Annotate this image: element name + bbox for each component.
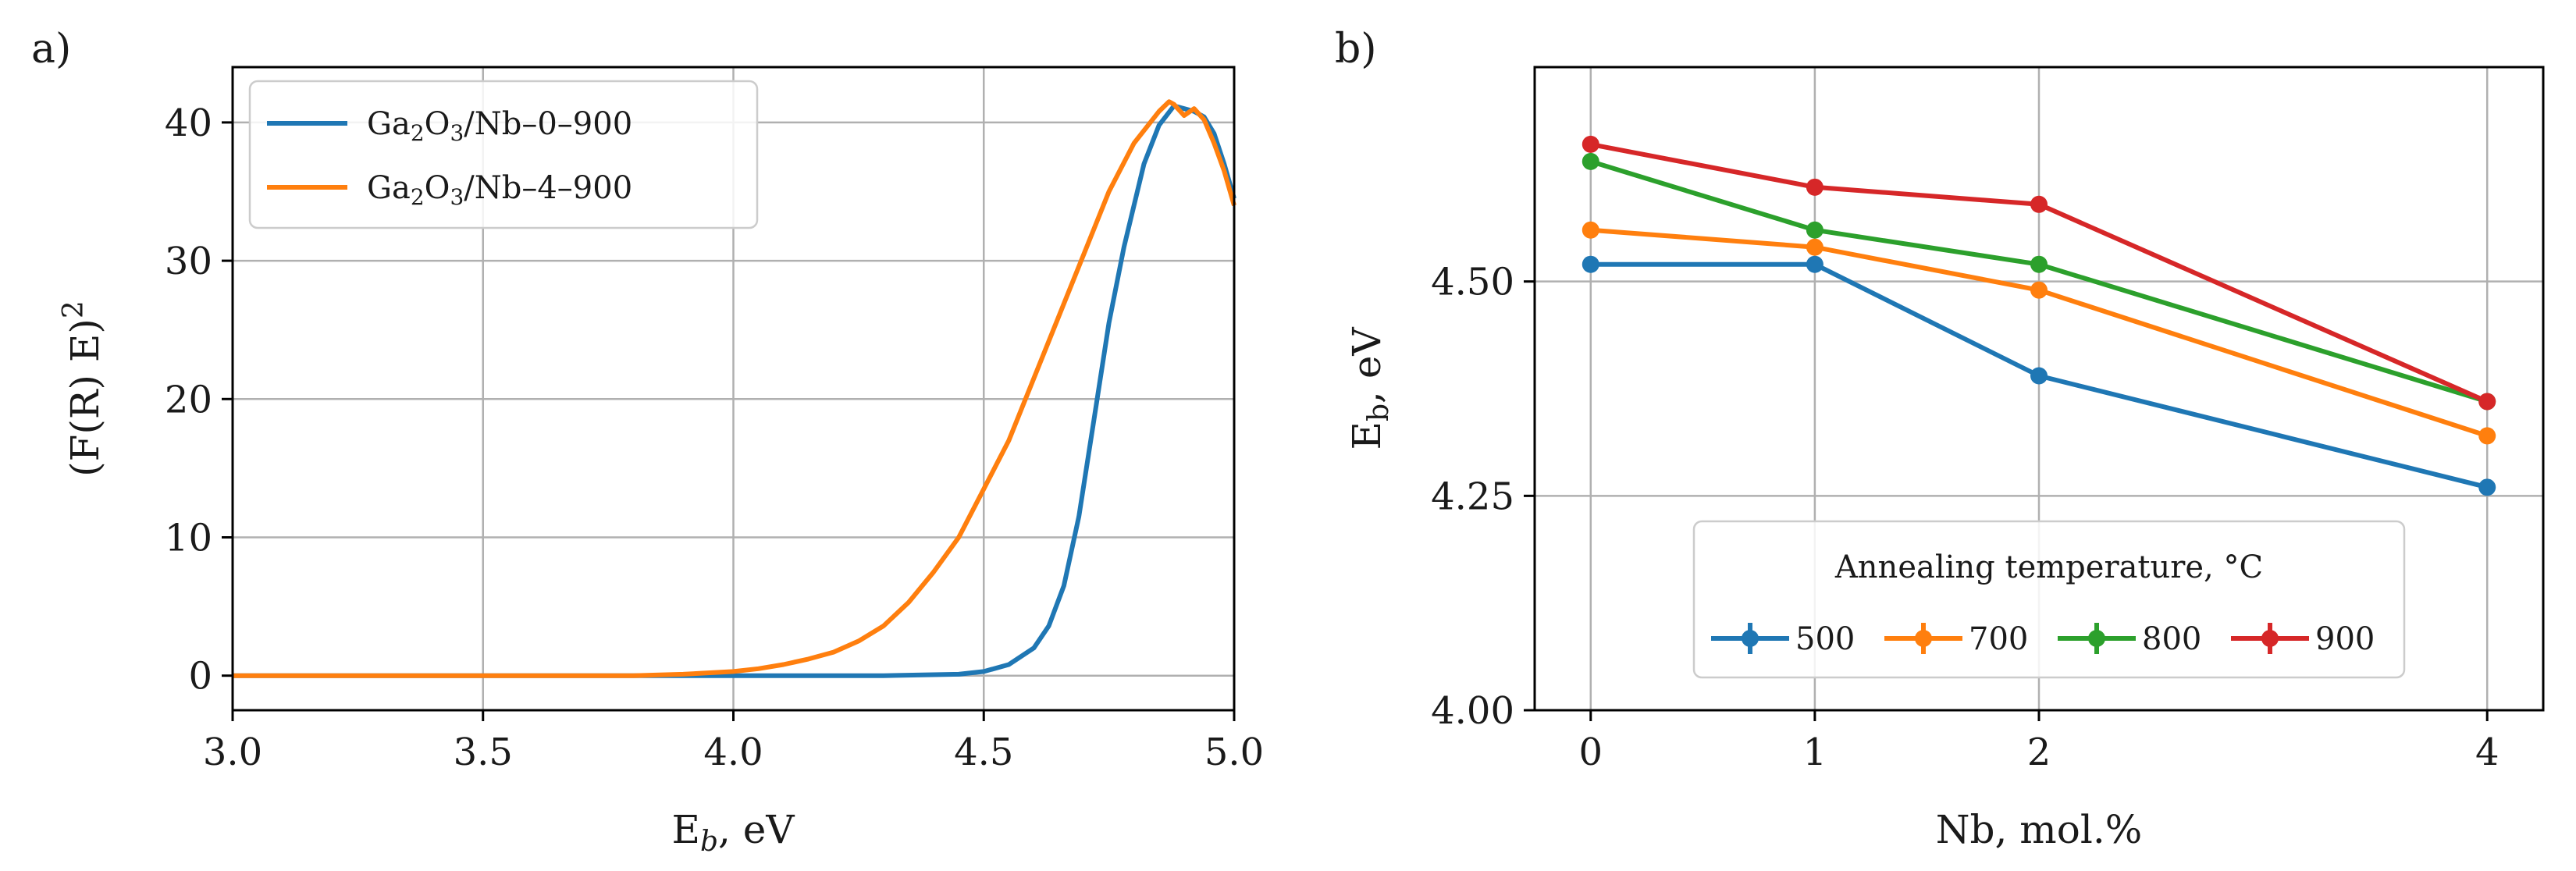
chart-a-xlabel-sub: b xyxy=(700,826,718,858)
b-ytick-label-1: 4.25 xyxy=(1431,475,1514,518)
chart-b-point-900-1 xyxy=(1806,178,1823,196)
chart-b-point-800-0 xyxy=(1582,152,1599,170)
chart-b-point-800-1 xyxy=(1806,221,1823,239)
chart-a-xlabel-main: E xyxy=(671,807,700,852)
a-ytick-label-0: 0 xyxy=(188,655,212,699)
a-ytick-label-1: 10 xyxy=(165,516,212,560)
chart-b-series-line-800 xyxy=(1589,159,2489,404)
chart-a: 3.0 3.5 4.0 4.5 5.0 0 10 20 30 40 Eb, eV (F(R) E)… xyxy=(58,66,1264,858)
chart-a-legend-box xyxy=(248,80,759,229)
a-ytick-label-3: 30 xyxy=(165,240,212,283)
chart-b-point-500-1 xyxy=(1806,255,1823,273)
chart-b-ylabel: Eb, eV xyxy=(1344,327,1395,450)
chart-b-point-900-3 xyxy=(2478,393,2496,411)
chart-b-ylabel-main: E xyxy=(1344,421,1389,450)
chart-b-legend-label-500: 500 xyxy=(1795,621,1855,657)
chart-b-point-500-0 xyxy=(1582,255,1599,273)
b-xtick-label-1: 1 xyxy=(1803,731,1827,774)
chart-a-legend-label-0: Ga2O3/Nb–0–900 xyxy=(367,106,632,146)
a-ytick-label-4: 40 xyxy=(165,101,212,145)
chart-b-point-500-3 xyxy=(2478,478,2496,496)
b-xtick-label-3: 4 xyxy=(2475,731,2500,774)
chart-b: 0 1 2 4 4.00 4.25 4.50 Nb, mol.% Eb, eV Anneal… xyxy=(1344,66,2545,852)
chart-b-legend-title: Annealing temperature, °C xyxy=(1834,549,2263,585)
chart-b-series xyxy=(1582,135,2496,496)
chart-a-xlabel-rest: , eV xyxy=(718,807,795,852)
chart-a-xlabel: Eb, eV xyxy=(671,807,795,858)
a-xtick-label-0: 3.0 xyxy=(203,731,262,774)
chart-b-legend-marker-900 xyxy=(2261,630,2279,647)
a-xtick-label-1: 3.5 xyxy=(454,731,513,774)
chart-a-legend-label-1: Ga2O3/Nb–4–900 xyxy=(367,170,632,210)
chart-b-point-800-2 xyxy=(2030,255,2048,273)
a-xtick-label-3: 4.5 xyxy=(954,731,1013,774)
b-xtick-label-2: 2 xyxy=(2027,731,2051,774)
chart-a-ylabel: (F(R) E)2 xyxy=(58,300,108,477)
chart-a-series-line-1 xyxy=(233,99,1236,678)
chart-b-legend-marker-800 xyxy=(2088,630,2105,647)
chart-a-series xyxy=(233,99,1236,678)
chart-a-legend: Ga2O3/Nb–0–900 Ga2O3/Nb–4–900 xyxy=(248,80,759,229)
chart-b-xlabel: Nb, mol.% xyxy=(1936,807,2142,852)
chart-b-ylabel-rest: , eV xyxy=(1344,327,1389,404)
chart-b-point-500-2 xyxy=(2030,367,2048,385)
chart-b-legend-label-800: 800 xyxy=(2142,621,2201,657)
panel-b-label: b) xyxy=(1335,26,1377,73)
chart-b-ticks: 0 1 2 4 4.00 4.25 4.50 xyxy=(1431,261,2499,774)
a-ytick-label-2: 20 xyxy=(165,378,212,421)
chart-b-point-900-2 xyxy=(2030,195,2048,213)
b-xtick-label-0: 0 xyxy=(1579,731,1603,774)
chart-b-legend-marker-700 xyxy=(1915,630,1932,647)
chart-b-point-900-0 xyxy=(1582,135,1599,153)
chart-a-ylabel-main: (F(R) E) xyxy=(62,318,108,477)
chart-a-ylabel-sup: 2 xyxy=(58,300,90,318)
chart-b-series-line-500 xyxy=(1590,261,2488,490)
b-ytick-label-0: 4.00 xyxy=(1431,689,1514,733)
chart-b-series-line-900 xyxy=(1590,141,2489,404)
chart-b-point-700-1 xyxy=(1806,238,1823,256)
panel-a-label: a) xyxy=(31,26,71,73)
chart-b-ylabel-sub: b xyxy=(1363,404,1395,421)
a-xtick-label-4: 5.0 xyxy=(1204,731,1264,774)
a-xtick-label-2: 4.0 xyxy=(703,731,763,774)
b-ytick-label-2: 4.50 xyxy=(1431,261,1514,304)
chart-b-point-700-2 xyxy=(2030,281,2048,299)
chart-b-legend: Annealing temperature, °C 500 700 800 900 xyxy=(1692,520,2406,679)
chart-b-legend-items: 500 700 800 900 xyxy=(1711,621,2375,657)
chart-b-series-line-700 xyxy=(1590,227,2489,439)
chart-b-legend-label-900: 900 xyxy=(2315,621,2375,657)
chart-b-legend-marker-500 xyxy=(1742,630,1759,647)
chart-b-point-700-3 xyxy=(2478,427,2496,445)
chart-a-ticks: 3.0 3.5 4.0 4.5 5.0 0 10 20 30 40 xyxy=(165,101,1264,774)
chart-b-point-700-0 xyxy=(1582,221,1599,239)
chart-b-legend-label-700: 700 xyxy=(1969,621,2028,657)
chart-b-legend-box xyxy=(1692,520,2406,679)
